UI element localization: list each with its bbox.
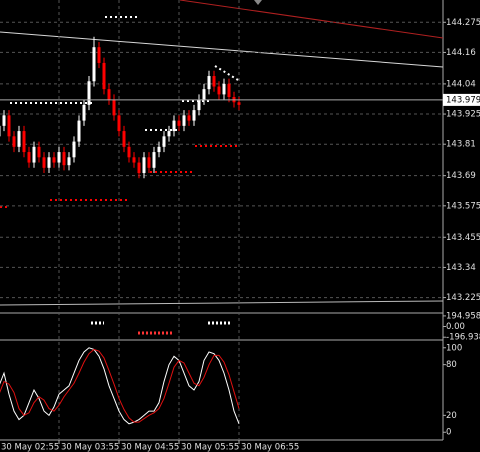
trend-line: [0, 300, 444, 306]
signals: [0, 16, 240, 335]
y-tick-label: 143.69: [446, 171, 476, 181]
y-tick-label: 0: [446, 428, 451, 438]
candle-body: [137, 162, 141, 174]
candle-body: [112, 99, 116, 116]
y-tick-label: 194.958: [446, 311, 480, 321]
candle-body: [222, 83, 226, 95]
candle-body: [197, 99, 201, 111]
candle-body: [127, 146, 131, 158]
y-tick-label: 144.04: [446, 79, 476, 89]
candle-body: [72, 141, 76, 158]
oscillator-line: [0, 347, 240, 425]
candle-body: [37, 146, 41, 158]
candle-body: [102, 62, 106, 90]
candle-body: [172, 120, 176, 132]
candle-body: [2, 115, 6, 126]
y-tick-label: 143.81: [446, 140, 476, 150]
y-tick-label: 143.455: [446, 233, 480, 243]
x-tick-label: 30 May 06:55: [241, 443, 299, 452]
candle-body: [157, 146, 161, 153]
y-tick-label: 144.275: [446, 18, 480, 28]
candle-body: [177, 120, 181, 126]
candle-body: [22, 131, 26, 153]
candle-body: [17, 131, 21, 147]
candle-body: [12, 136, 16, 147]
scroll-marker: [254, 0, 262, 5]
trend-line: [0, 31, 444, 68]
candle-body: [227, 83, 231, 98]
y-tick-label: 143.575: [446, 201, 480, 211]
candle-body: [57, 152, 61, 163]
candle-body: [182, 115, 186, 126]
candle-body: [82, 104, 86, 121]
y-tick-label: -196.938: [446, 333, 480, 343]
x-tick-label: 30 May 04:55: [121, 443, 179, 452]
candle-body: [122, 131, 126, 147]
last-price-label: 143.979: [446, 95, 480, 105]
y-tick-label: 144.16: [446, 48, 476, 58]
oscillator-line: [0, 348, 240, 423]
candle-body: [132, 157, 136, 163]
candle-body: [32, 146, 36, 163]
candle-body: [0, 125, 1, 137]
candle-body: [92, 47, 96, 82]
candle-body: [212, 76, 216, 87]
candle-body: [207, 76, 211, 90]
candle-body: [202, 89, 206, 100]
candle-body: [97, 47, 101, 63]
candle-body: [217, 86, 221, 95]
candle-body: [7, 115, 11, 137]
y-tick-label: 80: [446, 360, 457, 370]
candle-body: [162, 136, 166, 147]
candle-body: [62, 152, 66, 166]
candle-body: [237, 102, 241, 105]
candle-body: [152, 152, 156, 168]
candle-body: [107, 89, 111, 100]
x-tick-label: 30 May 02:55: [1, 443, 59, 452]
candle-body: [42, 157, 46, 168]
candle-body: [47, 157, 51, 168]
candle-body: [147, 157, 151, 168]
candle-body: [27, 152, 31, 163]
last-price-box: [443, 93, 480, 106]
y-tick-label: 20: [446, 411, 457, 421]
trend-line: [179, 0, 444, 39]
x-tick-label: 30 May 05:55: [181, 443, 239, 452]
candle-body: [142, 157, 146, 174]
candle-body: [117, 115, 121, 132]
candle-body: [192, 110, 196, 121]
candle-body: [167, 131, 171, 137]
y-tick-label: 100: [446, 343, 462, 353]
y-tick-label: 143.225: [446, 293, 480, 303]
candle-body: [77, 120, 81, 142]
y-tick-label: 143.34: [446, 263, 476, 273]
candle-body: [187, 115, 191, 121]
candle-body: [52, 157, 56, 163]
candle-body: [67, 157, 71, 166]
y-tick-label: 0.00: [446, 322, 465, 332]
x-tick-label: 30 May 03:55: [61, 443, 119, 452]
y-tick-label: 143.925: [446, 110, 480, 120]
candle-body: [87, 81, 91, 105]
